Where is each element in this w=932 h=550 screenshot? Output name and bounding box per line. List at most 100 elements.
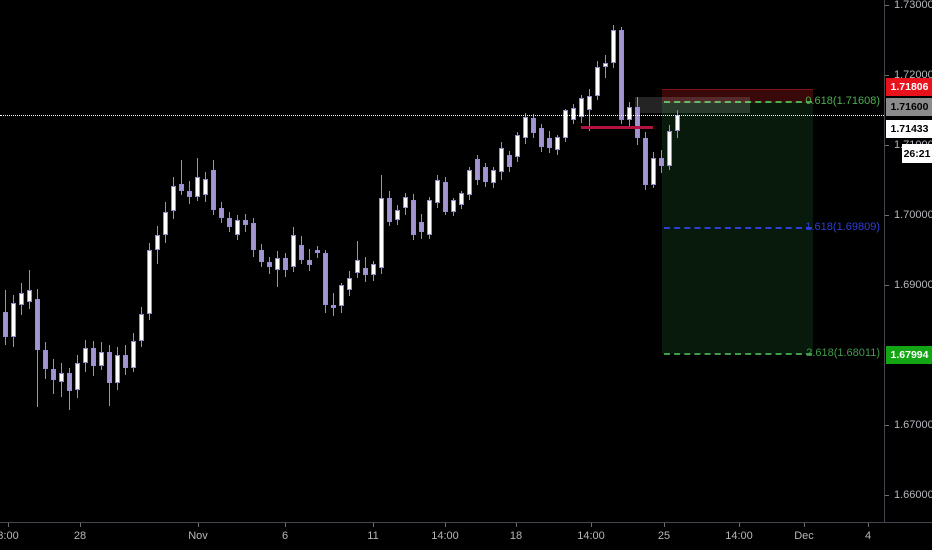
time-axis-label: 28 xyxy=(73,530,87,542)
candle-up xyxy=(395,210,400,220)
candle-down xyxy=(43,350,48,369)
candle-down xyxy=(443,182,448,213)
price-axis-label: 1.73000 xyxy=(894,0,932,11)
candle-up xyxy=(235,219,240,236)
candle-up xyxy=(19,292,24,306)
candle-wick xyxy=(181,159,182,196)
candle-down xyxy=(331,305,336,309)
price-axis[interactable]: 1.730001.720001.710001.700001.690001.670… xyxy=(884,0,932,522)
candle-down xyxy=(323,252,328,306)
price-axis-label: 1.67000 xyxy=(894,419,932,431)
candle-down xyxy=(307,259,312,265)
horizontal-price-segment[interactable] xyxy=(581,125,653,129)
candle-up xyxy=(579,98,584,117)
time-axis-tick xyxy=(516,523,517,527)
candle-down xyxy=(547,138,552,148)
candle-down xyxy=(243,219,248,226)
stop-level-badge: 1.71806 xyxy=(886,78,932,96)
candle-up xyxy=(155,234,160,250)
fib-level-line-0618[interactable] xyxy=(664,101,812,104)
candle-up xyxy=(75,363,80,390)
candle-up xyxy=(571,107,576,120)
candle-up xyxy=(403,196,408,208)
candle-down xyxy=(259,250,264,262)
candle-down xyxy=(67,372,72,392)
time-axis-tick xyxy=(591,523,592,527)
candle-up xyxy=(147,250,152,315)
candle-down xyxy=(35,299,40,351)
time-axis-tick xyxy=(804,523,805,527)
fib-label-1618[interactable]: 1.618(1.69809) xyxy=(805,221,880,233)
candle-up xyxy=(131,341,136,368)
candle-down xyxy=(51,369,56,380)
time-axis-label: 3:00 xyxy=(0,530,19,542)
time-axis-tick xyxy=(739,523,740,527)
candle-down xyxy=(219,208,224,218)
candle-down xyxy=(411,200,416,236)
price-axis-tick xyxy=(885,425,889,426)
candle-up xyxy=(651,157,656,185)
candle-down xyxy=(91,348,96,366)
candle-down xyxy=(3,312,8,337)
candle-up xyxy=(467,170,472,195)
candle-up xyxy=(371,264,376,276)
candle-up xyxy=(11,303,16,337)
candle-down xyxy=(643,138,648,185)
candle-up xyxy=(603,63,608,68)
time-axis-tick xyxy=(664,523,665,527)
candle-down xyxy=(483,166,488,183)
candle-down xyxy=(619,30,624,120)
candle-wick xyxy=(357,240,358,278)
time-axis-label: 6 xyxy=(281,530,289,542)
price-axis-label: 1.70000 xyxy=(894,209,932,221)
fib-label-0618[interactable]: 0.618(1.71608) xyxy=(805,95,880,107)
candle-up xyxy=(115,355,120,383)
candle-up xyxy=(435,180,440,204)
time-axis-label: Dec xyxy=(794,530,814,542)
time-axis-label: 14:00 xyxy=(725,530,753,542)
candle-up xyxy=(203,178,208,196)
candle-up xyxy=(523,117,528,138)
price-axis-tick xyxy=(885,215,889,216)
candle-down xyxy=(475,159,480,180)
candle-down xyxy=(363,268,368,276)
fib-label-2618[interactable]: 2.618(1.68011) xyxy=(806,347,880,359)
time-axis-label: 14:00 xyxy=(431,530,459,542)
candle-down xyxy=(299,245,304,260)
candle-down xyxy=(419,222,424,232)
candle-down xyxy=(507,154,512,167)
candle-up xyxy=(291,235,296,268)
highlight-band xyxy=(635,97,750,113)
fib-level-line-1618[interactable] xyxy=(664,227,812,230)
candle-up xyxy=(675,114,680,131)
target-level-badge: 1.67994 xyxy=(886,346,932,364)
candle-up xyxy=(139,314,144,341)
fib-level-line-2618[interactable] xyxy=(664,353,812,356)
candle-up xyxy=(491,170,496,183)
candle-up xyxy=(667,131,672,166)
candle-up xyxy=(563,110,568,138)
candle-up xyxy=(355,259,360,274)
candle-wick xyxy=(309,248,310,271)
current-price-badge: 1.71433 xyxy=(886,120,932,138)
time-axis[interactable]: 3:00 28 Nov 6 11 14:00 18 14:00 25 14:00 Dec 4 xyxy=(0,522,932,550)
candle-wick xyxy=(333,293,334,317)
price-axis-tick xyxy=(885,495,889,496)
candle-up xyxy=(27,289,32,302)
candle-up xyxy=(171,185,176,212)
price-axis-tick xyxy=(885,5,889,6)
candle-down xyxy=(659,157,664,166)
candle-down xyxy=(179,183,184,191)
candle-wick xyxy=(589,89,590,131)
time-axis-label: 25 xyxy=(657,530,671,542)
candle-up xyxy=(83,348,88,364)
candle-up xyxy=(163,211,168,235)
chart-pane[interactable]: 0.618(1.71608) 1.618(1.69809) 2.618(1.68… xyxy=(0,0,884,522)
candle-up xyxy=(195,176,200,197)
candle-up xyxy=(339,285,344,306)
time-axis-tick xyxy=(285,523,286,527)
candle-up xyxy=(427,200,432,235)
risk-zone-rectangle[interactable] xyxy=(662,88,813,104)
current-price-line xyxy=(0,114,884,116)
